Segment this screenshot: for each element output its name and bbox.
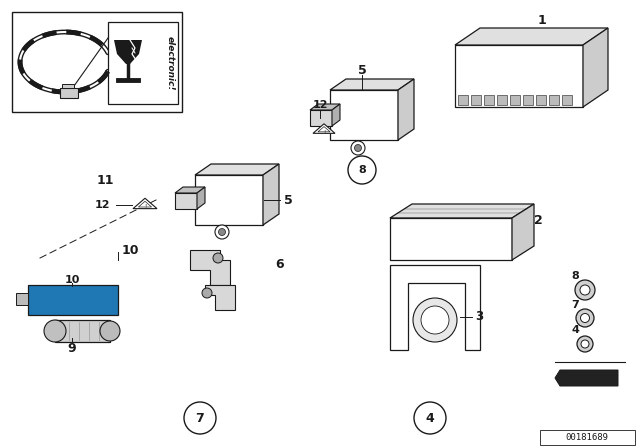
Circle shape	[202, 288, 212, 298]
Polygon shape	[583, 28, 608, 107]
Text: 8: 8	[571, 271, 579, 281]
Polygon shape	[195, 175, 263, 225]
Text: 9: 9	[68, 341, 76, 354]
Polygon shape	[390, 265, 480, 350]
Polygon shape	[458, 95, 468, 105]
Text: 00181689: 00181689	[566, 434, 609, 443]
Circle shape	[100, 321, 120, 341]
Polygon shape	[310, 104, 340, 110]
Polygon shape	[108, 22, 178, 104]
Polygon shape	[30, 285, 44, 315]
Polygon shape	[263, 164, 279, 225]
Polygon shape	[471, 95, 481, 105]
Polygon shape	[138, 201, 152, 207]
Circle shape	[576, 309, 594, 327]
Polygon shape	[512, 204, 534, 260]
Polygon shape	[330, 79, 414, 90]
Polygon shape	[540, 430, 635, 445]
Circle shape	[213, 253, 223, 263]
Polygon shape	[313, 124, 335, 134]
Text: 7: 7	[196, 412, 204, 425]
Text: 5: 5	[358, 64, 366, 77]
Polygon shape	[398, 79, 414, 140]
Text: 3: 3	[475, 310, 483, 323]
Text: 8: 8	[358, 165, 366, 175]
Text: 4: 4	[426, 412, 435, 425]
Circle shape	[414, 402, 446, 434]
Circle shape	[348, 156, 376, 184]
Text: 4: 4	[571, 325, 579, 335]
Circle shape	[184, 402, 216, 434]
Circle shape	[577, 336, 593, 352]
Polygon shape	[48, 285, 62, 315]
Circle shape	[218, 228, 225, 236]
Text: 11: 11	[97, 173, 114, 186]
Polygon shape	[330, 90, 398, 140]
Circle shape	[44, 320, 66, 342]
Polygon shape	[190, 250, 230, 285]
Circle shape	[215, 225, 229, 239]
Polygon shape	[510, 95, 520, 105]
Text: 12: 12	[95, 200, 110, 210]
Polygon shape	[55, 320, 110, 342]
Circle shape	[575, 280, 595, 300]
Polygon shape	[66, 285, 80, 315]
Polygon shape	[16, 293, 28, 305]
Circle shape	[355, 145, 362, 151]
Text: 10: 10	[64, 275, 80, 285]
Text: electronic!: electronic!	[166, 36, 175, 90]
Polygon shape	[60, 88, 78, 98]
Polygon shape	[205, 285, 235, 310]
Polygon shape	[310, 110, 332, 126]
Polygon shape	[28, 285, 118, 315]
Polygon shape	[549, 95, 559, 105]
Polygon shape	[555, 370, 618, 386]
Circle shape	[580, 314, 589, 323]
Polygon shape	[497, 95, 507, 105]
Polygon shape	[84, 285, 98, 315]
Circle shape	[421, 306, 449, 334]
Polygon shape	[523, 95, 533, 105]
Polygon shape	[390, 204, 534, 218]
Polygon shape	[562, 95, 572, 105]
Polygon shape	[195, 164, 279, 175]
Text: 1: 1	[538, 13, 547, 26]
Text: 10: 10	[122, 244, 140, 257]
Polygon shape	[12, 12, 182, 112]
Circle shape	[581, 340, 589, 348]
Text: 7: 7	[571, 300, 579, 310]
Polygon shape	[536, 95, 546, 105]
Polygon shape	[175, 193, 197, 209]
Circle shape	[351, 141, 365, 155]
Text: 6: 6	[276, 258, 284, 271]
Polygon shape	[197, 187, 205, 209]
Text: !: !	[323, 129, 325, 134]
Polygon shape	[133, 198, 157, 209]
Polygon shape	[175, 187, 205, 193]
Polygon shape	[484, 95, 494, 105]
Text: !: !	[144, 204, 146, 210]
Polygon shape	[390, 218, 512, 260]
Polygon shape	[318, 127, 330, 132]
Polygon shape	[455, 28, 608, 45]
Text: 5: 5	[284, 194, 292, 207]
Polygon shape	[62, 84, 74, 88]
Text: 2: 2	[534, 214, 542, 227]
Polygon shape	[332, 104, 340, 126]
Text: 12: 12	[312, 100, 328, 110]
Circle shape	[580, 285, 590, 295]
Polygon shape	[114, 40, 142, 64]
Circle shape	[413, 298, 457, 342]
Polygon shape	[455, 45, 583, 107]
